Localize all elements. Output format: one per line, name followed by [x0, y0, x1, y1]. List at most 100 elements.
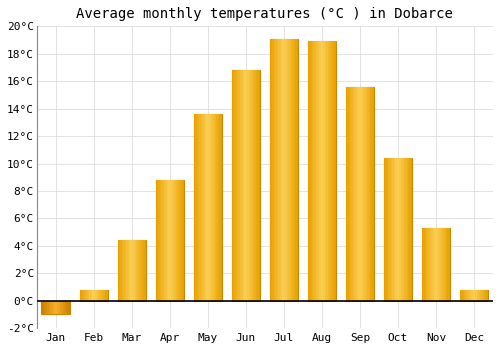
Bar	[363, 87, 364, 301]
Bar	[315, 41, 316, 301]
Bar	[362, 87, 363, 301]
Bar	[214, 114, 215, 301]
Bar	[444, 228, 446, 301]
Bar	[284, 38, 286, 301]
Bar	[180, 180, 181, 301]
Bar	[439, 228, 440, 301]
Bar	[396, 158, 398, 301]
Bar	[348, 87, 350, 301]
Bar	[432, 228, 433, 301]
Bar	[56, 301, 57, 314]
Bar	[66, 301, 67, 314]
Bar	[401, 158, 402, 301]
Bar	[177, 180, 178, 301]
Bar	[86, 290, 88, 301]
Bar	[356, 87, 357, 301]
Bar	[474, 290, 476, 301]
Bar	[294, 38, 296, 301]
Bar	[310, 41, 312, 301]
Bar	[250, 70, 252, 301]
Bar	[319, 41, 320, 301]
Bar	[80, 290, 108, 301]
Bar	[90, 290, 91, 301]
Bar	[364, 87, 366, 301]
Bar	[236, 70, 238, 301]
Bar	[353, 87, 354, 301]
Bar	[132, 240, 133, 301]
Bar	[68, 301, 70, 314]
Bar	[144, 240, 146, 301]
Bar	[53, 301, 54, 314]
Bar	[46, 301, 47, 314]
Bar	[100, 290, 101, 301]
Bar	[252, 70, 253, 301]
Bar	[422, 228, 450, 301]
Bar	[325, 41, 326, 301]
Bar	[172, 180, 174, 301]
Bar	[120, 240, 122, 301]
Bar	[202, 114, 203, 301]
Bar	[240, 70, 242, 301]
Bar	[438, 228, 439, 301]
Bar	[156, 180, 157, 301]
Bar	[50, 301, 51, 314]
Bar	[105, 290, 106, 301]
Bar	[276, 38, 277, 301]
Bar	[44, 301, 46, 314]
Bar	[316, 41, 318, 301]
Bar	[428, 228, 429, 301]
Bar	[429, 228, 430, 301]
Bar	[82, 290, 84, 301]
Bar	[98, 290, 100, 301]
Bar	[57, 301, 58, 314]
Bar	[347, 87, 348, 301]
Bar	[480, 290, 481, 301]
Bar	[243, 70, 244, 301]
Bar	[481, 290, 482, 301]
Bar	[88, 290, 90, 301]
Bar	[139, 240, 140, 301]
Bar	[156, 180, 184, 301]
Bar	[271, 38, 272, 301]
Bar	[366, 87, 367, 301]
Bar	[119, 240, 120, 301]
Bar	[67, 301, 68, 314]
Bar	[486, 290, 487, 301]
Bar	[288, 38, 290, 301]
Bar	[210, 114, 212, 301]
Bar	[386, 158, 388, 301]
Bar	[42, 301, 70, 314]
Bar	[406, 158, 408, 301]
Bar	[246, 70, 248, 301]
Bar	[471, 290, 472, 301]
Bar	[143, 240, 144, 301]
Bar	[405, 158, 406, 301]
Bar	[391, 158, 392, 301]
Bar	[256, 70, 258, 301]
Bar	[258, 70, 260, 301]
Bar	[277, 38, 278, 301]
Bar	[402, 158, 404, 301]
Bar	[426, 228, 428, 301]
Bar	[80, 290, 81, 301]
Bar	[64, 301, 66, 314]
Bar	[443, 228, 444, 301]
Bar	[205, 114, 206, 301]
Bar	[408, 158, 410, 301]
Bar	[253, 70, 254, 301]
Bar	[464, 290, 466, 301]
Bar	[324, 41, 325, 301]
Bar	[460, 290, 461, 301]
Bar	[482, 290, 484, 301]
Bar	[216, 114, 218, 301]
Bar	[142, 240, 143, 301]
Bar	[101, 290, 102, 301]
Bar	[84, 290, 85, 301]
Bar	[449, 228, 450, 301]
Bar	[466, 290, 467, 301]
Bar	[436, 228, 438, 301]
Bar	[168, 180, 170, 301]
Bar	[476, 290, 477, 301]
Bar	[233, 70, 234, 301]
Bar	[430, 228, 432, 301]
